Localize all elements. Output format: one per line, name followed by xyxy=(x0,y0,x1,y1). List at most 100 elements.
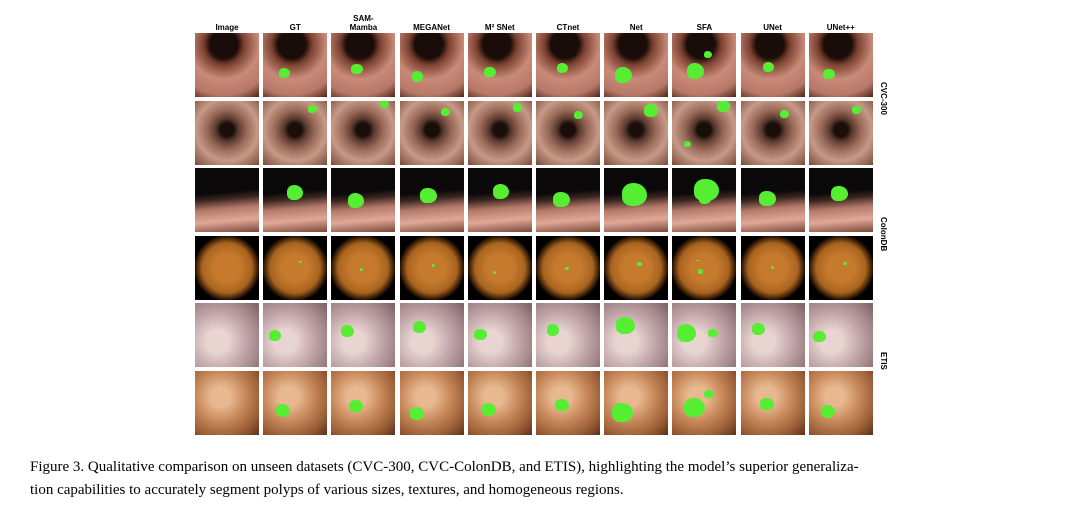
segmentation-mask xyxy=(762,61,775,72)
image-cell xyxy=(808,33,873,97)
segmentation-mask xyxy=(752,323,766,335)
row-label: ETIS xyxy=(879,352,888,370)
segmentation-mask xyxy=(298,260,303,264)
image-cell xyxy=(604,100,669,165)
image-cell xyxy=(672,370,737,435)
segmentation-mask xyxy=(574,110,584,120)
segmentation-mask xyxy=(852,105,862,114)
segmentation-mask xyxy=(546,324,560,336)
image-cell xyxy=(672,303,737,367)
image-cell xyxy=(808,303,873,367)
image-cell xyxy=(808,168,873,232)
segmentation-mask xyxy=(615,316,636,335)
image-cell xyxy=(604,303,669,367)
column-header: UNet++ xyxy=(826,23,855,32)
image-cell xyxy=(808,100,873,165)
segmentation-mask xyxy=(697,269,703,274)
image-cell xyxy=(331,303,396,367)
segmentation-mask xyxy=(703,51,713,59)
image-cell xyxy=(331,168,396,232)
segmentation-mask xyxy=(823,69,835,80)
image-cell xyxy=(263,33,328,97)
image-cell xyxy=(536,168,600,232)
segmentation-mask xyxy=(716,100,731,113)
column-header: SAM- Mamba xyxy=(349,14,378,32)
column-header: Image xyxy=(215,23,239,32)
image-cell xyxy=(536,370,600,435)
segmentation-mask xyxy=(482,402,497,416)
image-cell xyxy=(467,235,532,300)
image-cell xyxy=(536,100,600,165)
segmentation-mask xyxy=(348,399,363,413)
image-cell xyxy=(331,33,396,97)
segmentation-mask xyxy=(843,261,847,265)
segmentation-mask xyxy=(708,329,718,338)
segmentation-mask xyxy=(703,389,715,399)
segmentation-mask xyxy=(687,62,705,79)
image-cell xyxy=(740,168,805,232)
column-header: Net xyxy=(629,23,643,32)
image-cell xyxy=(808,235,873,300)
image-cell xyxy=(672,168,737,232)
segmentation-mask xyxy=(565,266,569,270)
image-cell xyxy=(399,33,464,97)
image-cell xyxy=(399,303,464,367)
image-cell xyxy=(467,168,532,232)
image-cell xyxy=(195,235,259,300)
image-cell xyxy=(195,168,259,232)
image-cell xyxy=(263,303,328,367)
segmentation-mask xyxy=(684,141,692,147)
segmentation-mask xyxy=(831,186,849,202)
segmentation-mask xyxy=(698,194,712,205)
segmentation-mask xyxy=(409,407,424,420)
image-cell xyxy=(672,33,737,97)
segmentation-mask xyxy=(380,100,390,109)
image-cell xyxy=(399,168,464,232)
segmentation-mask xyxy=(411,71,424,82)
segmentation-mask xyxy=(696,259,699,262)
segmentation-mask xyxy=(474,328,487,341)
image-cell xyxy=(399,100,464,165)
image-cell xyxy=(263,168,328,232)
image-cell xyxy=(740,303,805,367)
segmentation-mask xyxy=(513,103,523,112)
segmentation-mask xyxy=(636,261,642,267)
image-cell xyxy=(672,100,737,165)
segmentation-mask xyxy=(413,321,427,333)
image-cell xyxy=(604,33,669,97)
row-label: ColonDB xyxy=(879,217,888,252)
segmentation-mask xyxy=(286,185,304,201)
segmentation-mask xyxy=(268,329,282,342)
image-cell xyxy=(536,235,600,300)
segmentation-mask xyxy=(492,184,510,200)
image-cell xyxy=(263,370,328,435)
image-cell xyxy=(672,235,737,300)
segmentation-mask xyxy=(492,271,497,275)
segmentation-mask xyxy=(278,67,291,79)
image-cell xyxy=(604,168,669,232)
image-cell xyxy=(740,100,805,165)
image-cell xyxy=(808,370,873,435)
caption-line: tion capabilities to accurately segment … xyxy=(30,482,624,498)
segmentation-mask xyxy=(779,109,789,118)
segmentation-mask xyxy=(644,104,658,117)
column-header: CTnet xyxy=(556,23,580,32)
image-cell xyxy=(263,235,328,300)
segmentation-mask xyxy=(432,263,436,267)
image-cell xyxy=(467,303,532,367)
column-header: M² SNet xyxy=(484,23,515,32)
caption-line: Figure 3. Qualitative comparison on unse… xyxy=(30,459,859,475)
segmentation-mask xyxy=(614,67,632,83)
image-cell xyxy=(536,303,600,367)
image-cell xyxy=(195,100,259,165)
segmentation-mask xyxy=(420,188,437,204)
image-cell xyxy=(740,33,805,97)
segmentation-mask xyxy=(554,398,569,412)
image-cell xyxy=(195,370,259,435)
image-cell xyxy=(195,303,259,367)
column-header: UNet xyxy=(763,23,782,32)
image-cell xyxy=(740,370,805,435)
segmentation-mask xyxy=(820,405,836,418)
image-cell xyxy=(604,235,669,300)
